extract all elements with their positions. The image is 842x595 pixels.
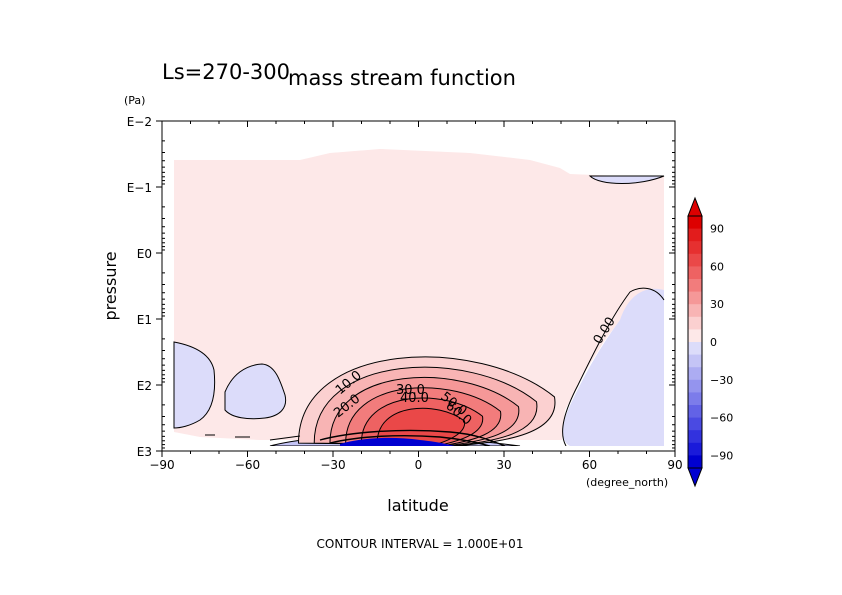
colorbar-band (688, 354, 702, 368)
contour-label-30: 30.0 (396, 383, 425, 398)
x-tick-label: 0 (415, 458, 423, 472)
contour-line-zero-right (562, 287, 665, 447)
colorbar-band (688, 430, 702, 444)
contour-line-dense-surface (319, 429, 506, 447)
colorbar-band (688, 228, 702, 242)
contour-fill-negative-left (173, 341, 216, 429)
x-tick-label: −60 (235, 458, 260, 472)
y-tick-label: E−2 (127, 115, 152, 129)
contour-fill-negative-upper (588, 175, 665, 184)
x-tick-label: 90 (667, 458, 682, 472)
chart-subtitle: Ls=270-300 (162, 60, 290, 84)
colorbar-tick-label: −60 (710, 412, 733, 425)
colorbar-frame (687, 215, 703, 469)
contour-fill-negative-left2 (224, 363, 287, 420)
contour-fill-negative-strong (340, 437, 455, 446)
y-tick-label: E3 (137, 445, 152, 459)
contour-interval: CONTOUR INTERVAL = 1.000E+01 (317, 537, 524, 551)
colorbar-arrow-bottom (687, 467, 703, 488)
contour-label-40: 40.0 (400, 391, 429, 406)
colorbar-band (688, 379, 702, 393)
colorbar-arrow-top (687, 196, 703, 217)
y-tick-label: E2 (137, 379, 152, 393)
chart-title: mass stream function (288, 66, 516, 90)
colorbar-band (688, 367, 702, 381)
x-tick-label: 30 (496, 458, 511, 472)
contour-fill-negative-right (562, 288, 664, 446)
contour-line-surface-left (205, 434, 301, 441)
y-axis-label: pressure (101, 251, 120, 320)
colorbar-band (688, 392, 702, 406)
plot-area (162, 149, 675, 451)
colorbar: 90 60 30 0 −30 −60 −90 (687, 196, 733, 488)
contour-fill-positive-weak (174, 149, 664, 440)
y-tick-label: E1 (137, 313, 152, 327)
colorbar-tick-label: 30 (710, 298, 724, 311)
y-tick-label: E0 (137, 247, 152, 261)
contour-fill-white-mask (162, 446, 675, 451)
colorbar-tick-label: −90 (710, 449, 733, 462)
colorbar-band (688, 216, 702, 230)
x-tick-label: −30 (320, 458, 345, 472)
x-axis: −90 −60 −30 0 30 60 90 (149, 121, 683, 472)
colorbar-band (688, 329, 702, 343)
colorbar-band (688, 316, 702, 330)
y-axis: E−2 E−1 E0 E1 E2 E3 (127, 115, 675, 459)
y-axis-unit: (Pa) (124, 94, 145, 107)
y-tick-label: E−1 (127, 181, 152, 195)
x-tick-label: −90 (149, 458, 174, 472)
colorbar-band (688, 442, 702, 456)
colorbar-tick-label: 0 (710, 336, 717, 349)
colorbar-tick-label: −30 (710, 374, 733, 387)
colorbar-band (688, 417, 702, 431)
colorbar-band (688, 266, 702, 280)
colorbar-band (688, 291, 702, 305)
x-axis-unit: (degree_north) (586, 476, 668, 489)
colorbar-band (688, 279, 702, 293)
colorbar-band (688, 253, 702, 267)
x-axis-label: latitude (387, 496, 448, 515)
colorbar-band (688, 455, 702, 469)
colorbar-band (688, 405, 702, 419)
colorbar-tick-label: 90 (710, 223, 724, 236)
colorbar-band (688, 304, 702, 318)
colorbar-band (688, 241, 702, 255)
x-tick-label: 60 (582, 458, 597, 472)
colorbar-tick-label: 60 (710, 260, 724, 273)
colorbar-band (688, 342, 702, 356)
